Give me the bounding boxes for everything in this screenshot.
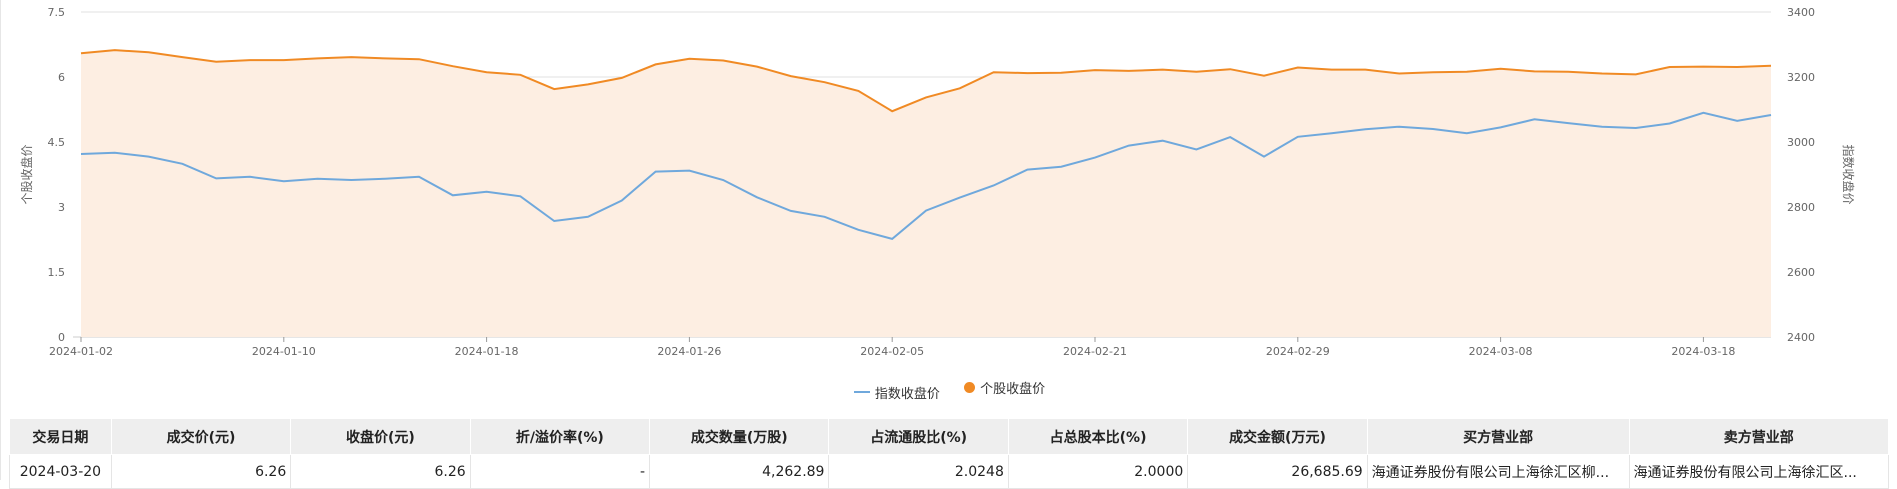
right-tick-label: 2400 — [1787, 331, 1815, 344]
cell-amount: 26,685.69 — [1187, 454, 1368, 489]
x-tick-label: 2024-03-18 — [1671, 345, 1735, 358]
right-tick-label: 2600 — [1787, 266, 1815, 279]
stock-area-fill — [81, 50, 1771, 337]
index-line-icon — [853, 391, 870, 393]
cell-seller[interactable]: 海通证券股份有限公司上海徐汇区... — [1628, 454, 1890, 489]
left-tick-label: 4.5 — [48, 136, 66, 149]
chart-series — [80, 49, 1772, 241]
block-trade-table: 交易日期 成交价(元) 收盘价(元) 折/溢价率(%) 成交数量(万股) 占流通… — [9, 418, 1890, 489]
x-tick-label: 2024-01-10 — [252, 345, 316, 358]
price-line-chart: 个股收盘价 指数收盘价 0 2400 1.5 2600 3 2800 4.5 3000 6 320… — [19, 6, 1856, 358]
header-trade-date: 交易日期 — [9, 418, 112, 455]
right-tick-label: 2800 — [1787, 201, 1815, 214]
cell-volume: 4,262.89 — [649, 454, 830, 489]
header-close-price: 收盘价(元) — [290, 418, 471, 455]
legend-stock-label: 个股收盘价 — [980, 382, 1046, 397]
left-tick-label: 1.5 — [48, 266, 66, 279]
legend-index-label: 指数收盘价 — [874, 386, 940, 402]
table-header-row: 交易日期 成交价(元) 收盘价(元) 折/溢价率(%) 成交数量(万股) 占流通… — [9, 418, 1890, 455]
x-tick-label: 2024-02-29 — [1266, 345, 1330, 358]
header-seller: 卖方营业部 — [1628, 418, 1890, 455]
stock-line — [80, 49, 1772, 113]
cell-trade-date: 2024-03-20 — [9, 454, 112, 489]
x-tick-label: 2024-02-05 — [860, 345, 924, 358]
x-tick-label: 2024-01-26 — [657, 345, 721, 358]
cell-trade-price: 6.26 — [110, 454, 292, 489]
left-tick-label: 6 — [58, 71, 65, 84]
right-tick-label: 3000 — [1787, 136, 1815, 149]
cell-total-ratio: 2.0000 — [1007, 454, 1189, 489]
cell-premium-rate: - — [469, 454, 651, 489]
right-axis-label: 指数收盘价 — [1841, 144, 1856, 204]
header-trade-price: 成交价(元) — [110, 418, 292, 455]
chart-legend: 指数收盘价 个股收盘价 — [1, 378, 1897, 402]
chart-axes: 个股收盘价 指数收盘价 0 2400 1.5 2600 3 2800 4.5 3000 6 320… — [19, 6, 1856, 358]
left-tick-label: 7.5 — [48, 6, 66, 19]
left-axis-label: 个股收盘价 — [19, 144, 34, 204]
cell-buyer[interactable]: 海通证券股份有限公司上海徐汇区柳... — [1366, 454, 1630, 489]
index-line — [80, 111, 1772, 241]
header-volume: 成交数量(万股) — [649, 418, 830, 455]
header-float-ratio: 占流通股比(%) — [828, 418, 1009, 455]
header-premium-rate: 折/溢价率(%) — [469, 418, 651, 455]
legend-item-index[interactable]: 指数收盘价 — [853, 383, 940, 402]
table-row: 2024-03-20 6.26 6.26 - 4,262.89 2.0248 2… — [9, 454, 1890, 489]
stock-area — [81, 50, 1771, 337]
x-tick-label: 2024-01-18 — [455, 345, 519, 358]
stock-dot-icon — [964, 382, 976, 393]
x-tick-label: 2024-03-08 — [1469, 345, 1533, 358]
right-tick-label: 3400 — [1787, 6, 1815, 19]
left-tick-label: 0 — [58, 331, 65, 344]
right-tick-label: 3200 — [1787, 71, 1815, 84]
header-amount: 成交金额(万元) — [1187, 418, 1368, 455]
header-buyer: 买方营业部 — [1366, 418, 1630, 455]
x-tick-label: 2024-01-02 — [49, 345, 113, 358]
x-tick-label: 2024-02-21 — [1063, 345, 1127, 358]
legend-item-stock[interactable]: 个股收盘价 — [964, 378, 1045, 397]
left-tick-label: 3 — [58, 201, 65, 214]
cell-close-price: 6.26 — [290, 454, 471, 489]
cell-float-ratio: 2.0248 — [828, 454, 1009, 489]
header-total-ratio: 占总股本比(%) — [1007, 418, 1189, 455]
